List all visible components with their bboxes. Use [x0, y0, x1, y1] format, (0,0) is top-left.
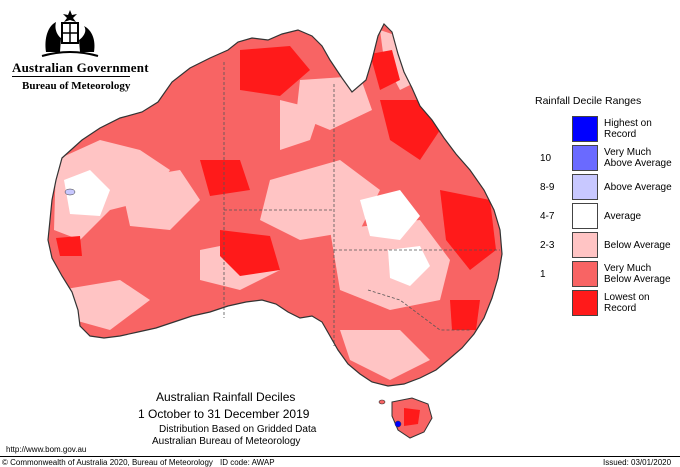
legend-swatch	[572, 290, 598, 316]
legend-label: Very Much Below Average	[604, 263, 671, 285]
legend-label: Average	[604, 211, 642, 222]
legend-swatch	[572, 261, 598, 287]
legend-range: 4-7	[540, 211, 555, 222]
copyright-text: © Commonwealth of Australia 2020, Bureau…	[2, 458, 213, 467]
header-divider	[12, 76, 130, 77]
map-title: Australian Rainfall Deciles	[156, 390, 296, 404]
legend-label: Very Much Above Average	[604, 147, 672, 169]
footer-divider	[0, 456, 680, 457]
legend-swatch	[572, 174, 598, 200]
map-source: Australian Bureau of Meteorology	[152, 436, 301, 447]
government-title: Australian Government	[12, 60, 149, 75]
issued-date: Issued: 03/01/2020	[603, 458, 672, 467]
legend-label: Below Average	[604, 240, 671, 251]
legend-label: Lowest on Record	[604, 292, 650, 314]
legend-swatch	[572, 116, 598, 142]
legend-range: 1	[540, 269, 546, 280]
legend-swatch	[572, 203, 598, 229]
website-link[interactable]: http://www.bom.gov.au	[6, 445, 87, 454]
rainfall-decile-map	[47, 23, 503, 439]
legend-swatch	[572, 232, 598, 258]
legend-label: Highest on Record	[604, 118, 652, 140]
bureau-title: Bureau of Meteorology	[22, 80, 131, 92]
map-period: 1 October to 31 December 2019	[138, 407, 310, 421]
coat-of-arms-icon	[41, 10, 99, 57]
legend-label: Above Average	[604, 182, 672, 193]
legend-range: 2-3	[540, 240, 555, 251]
id-code: ID code: AWAP	[220, 458, 275, 467]
map-method: Distribution Based on Gridded Data	[159, 424, 317, 435]
legend-range: 8-9	[540, 182, 555, 193]
legend-swatch	[572, 145, 598, 171]
legend-title: Rainfall Decile Ranges	[535, 95, 642, 107]
legend-range: 10	[540, 153, 552, 164]
